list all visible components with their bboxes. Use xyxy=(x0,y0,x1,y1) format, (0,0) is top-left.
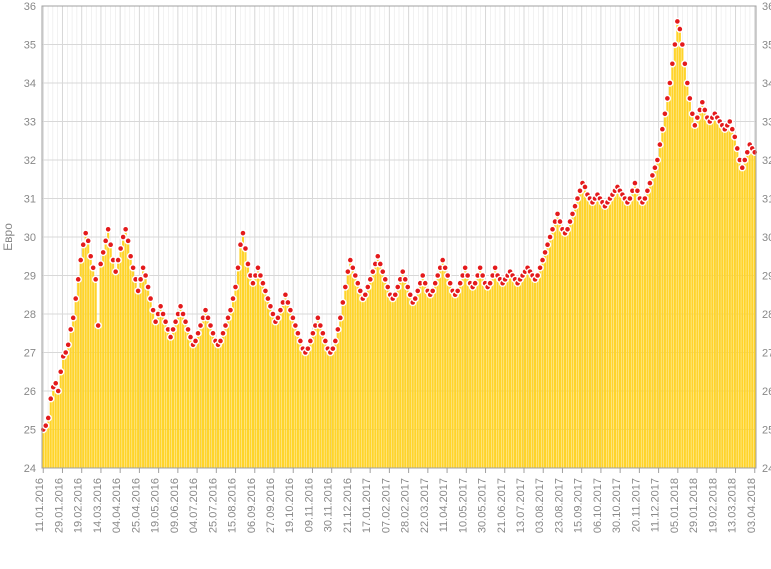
x-axis-tick-label: 23.08.2017 xyxy=(553,478,565,533)
x-axis-tick-label: 09.11.2016 xyxy=(303,478,315,532)
x-axis-tick-label: 25.04.2016 xyxy=(130,478,142,533)
y-axis-tick-label-left: 30 xyxy=(24,232,36,244)
y-axis-tick-label-right: 28 xyxy=(762,309,771,321)
x-axis-tick-label: 28.02.2017 xyxy=(400,478,412,533)
x-axis-tick-label: 30.11.2016 xyxy=(323,478,335,532)
x-axis-tick-label: 06.10.2017 xyxy=(592,478,604,533)
y-axis-tick-label-right: 34 xyxy=(762,78,771,90)
x-axis-tick-label: 03.04.2018 xyxy=(746,478,758,533)
x-axis-tick-label: 25.07.2016 xyxy=(207,478,219,533)
x-axis-tick-label: 15.09.2017 xyxy=(573,478,585,533)
x-axis-tick-label: 17.01.2017 xyxy=(361,478,373,533)
x-axis-tick-label: 07.02.2017 xyxy=(380,478,392,533)
y-axis-tick-label-left: 29 xyxy=(24,271,36,283)
x-axis-tick-label: 29.01.2016 xyxy=(53,478,65,533)
y-axis-tick-label-left: 27 xyxy=(24,348,36,360)
x-axis-tick-label: 11.04.2017 xyxy=(438,478,450,532)
y-axis-tick-label-left: 32 xyxy=(24,155,36,167)
x-axis-tick-label: 22.03.2017 xyxy=(419,478,431,533)
y-axis-tick-label-left: 24 xyxy=(24,463,36,475)
y-axis-tick-label-left: 35 xyxy=(24,40,36,52)
y-axis-tick-label-right: 35 xyxy=(762,40,771,52)
y-axis-tick-label-right: 25 xyxy=(762,425,771,437)
x-axis-tick-label: 19.05.2016 xyxy=(150,478,162,533)
x-axis-tick-label: 21.12.2016 xyxy=(342,478,354,533)
x-axis-tick-label: 05.01.2018 xyxy=(669,478,681,533)
x-axis-tick-label: 09.06.2016 xyxy=(169,478,181,533)
x-axis-tick-label: 19.02.2018 xyxy=(707,478,719,533)
x-axis-tick-label: 30.10.2017 xyxy=(611,478,623,533)
x-axis-tick-label: 19.02.2016 xyxy=(73,478,85,533)
y-axis-tick-label-right: 32 xyxy=(762,155,771,167)
y-axis-tick-label-left: 26 xyxy=(24,386,36,398)
x-axis-tick-label: 21.06.2017 xyxy=(496,478,508,533)
x-axis-tick-label: 29.01.2018 xyxy=(688,478,700,533)
x-axis-tick-label: 27.09.2016 xyxy=(265,478,277,533)
y-axis-tick-label-left: 36 xyxy=(24,1,36,13)
price-time-series-chart: 24 24 25 25 26 26 27 27 28 28 29 29 30 30 31 31 32 32 33 33… xyxy=(0,0,771,569)
y-axis-tick-label-left: 34 xyxy=(24,78,36,90)
x-axis-tick-label: 06.09.2016 xyxy=(246,478,258,533)
x-axis-tick-label: 19.10.2016 xyxy=(284,478,296,533)
x-axis-tick-label: 15.08.2016 xyxy=(227,478,239,533)
y-axis-tick-label-right: 24 xyxy=(762,463,771,475)
x-axis-tick-label: 11.12.2017 xyxy=(650,478,662,532)
y-axis-tick-label-right: 29 xyxy=(762,271,771,283)
chart-svg: 24 24 25 25 26 26 27 27 28 28 29 29 30 30 31 31 32 32 33 33… xyxy=(0,0,771,569)
y-axis-tick-label-left: 25 xyxy=(24,425,36,437)
x-axis-tick-label: 14.03.2016 xyxy=(92,478,104,533)
y-axis-tick-label-right: 30 xyxy=(762,232,771,244)
x-axis-tick-label: 30.05.2017 xyxy=(477,478,489,533)
y-axis-tick-label-right: 33 xyxy=(762,117,771,129)
x-axis-tick-label: 04.04.2016 xyxy=(111,478,123,533)
y-axis-label: Евро xyxy=(1,223,15,251)
x-axis-tick-label: 13.03.2018 xyxy=(727,478,739,533)
x-axis-tick-label: 10.05.2017 xyxy=(457,478,469,533)
y-axis-tick-label-right: 27 xyxy=(762,348,771,360)
y-axis-tick-label-left: 28 xyxy=(24,309,36,321)
y-axis-tick-label-right: 36 xyxy=(762,1,771,13)
x-axis-tick-label: 11.01.2016 xyxy=(34,478,46,532)
y-axis-tick-label-left: 31 xyxy=(24,194,36,206)
y-axis-tick-label-right: 26 xyxy=(762,386,771,398)
y-axis-tick-label-right: 31 xyxy=(762,194,771,206)
x-axis-tick-label: 20.11.2017 xyxy=(630,478,642,532)
x-axis-tick-label: 13.07.2017 xyxy=(515,478,527,533)
y-axis-tick-label-left: 33 xyxy=(24,117,36,129)
x-axis-tick-label: 04.07.2016 xyxy=(188,478,200,533)
x-axis-tick-label: 03.08.2017 xyxy=(534,478,546,533)
